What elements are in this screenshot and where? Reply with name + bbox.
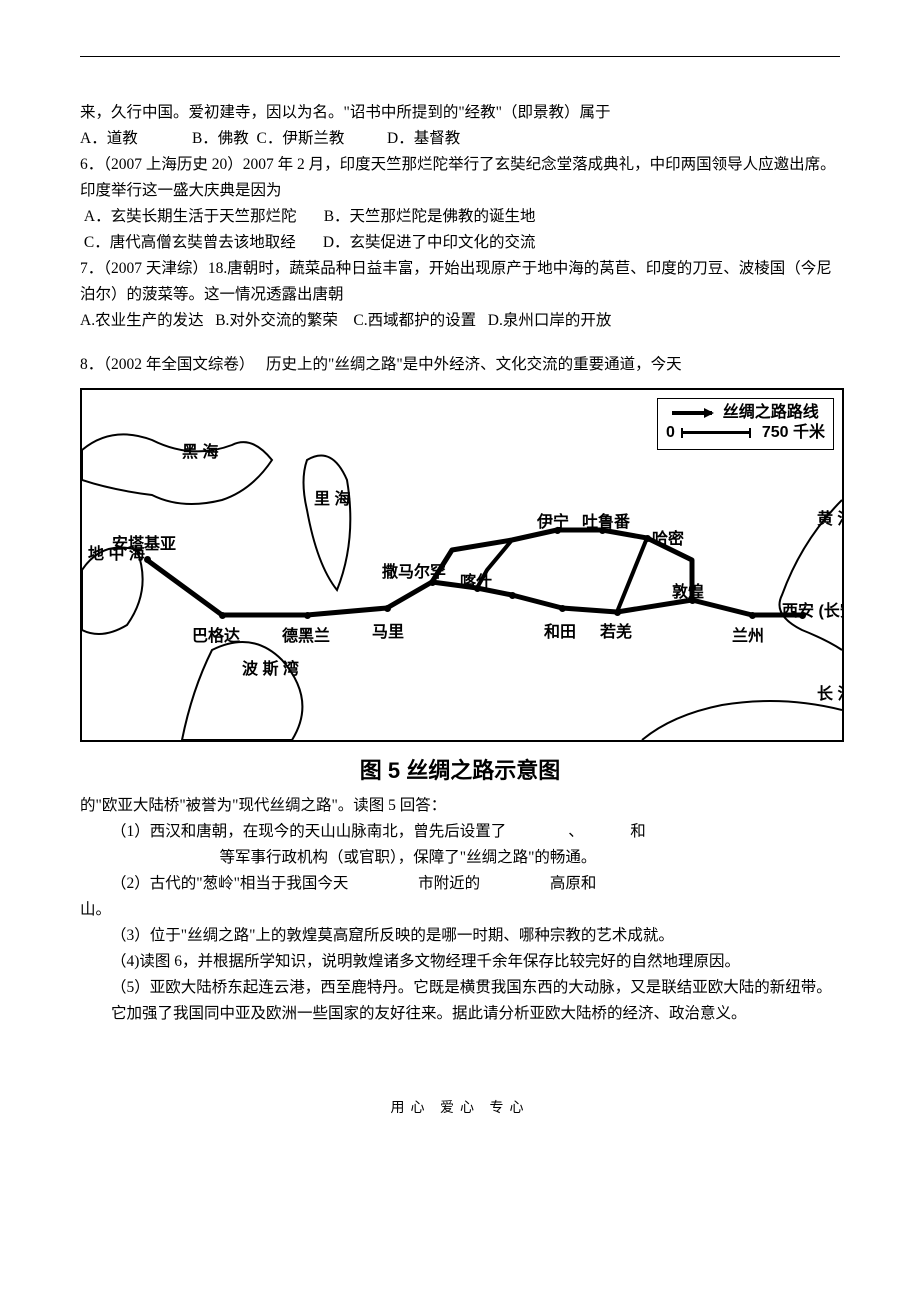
label-antakya: 安塔基亚 xyxy=(112,530,176,554)
q8-sub3: （3）位于"丝绸之路"上的敦煌莫高窟所反映的是哪一时期、哪种宗教的艺术成就。 xyxy=(80,923,840,949)
label-yangtze: 长 江 xyxy=(817,680,844,704)
scale-max: 750 千米 xyxy=(762,424,825,441)
city-dot xyxy=(614,609,621,616)
city-dot xyxy=(384,605,391,612)
map-legend: 丝绸之路路线 0 750 千米 xyxy=(657,398,834,450)
q7-options: A.农业生产的发达 B.对外交流的繁荣 C.西域都护的设置 D.泉州口岸的开放 xyxy=(80,308,840,334)
label-yining: 伊宁 xyxy=(537,508,569,532)
map-figure: 丝绸之路路线 0 750 千米 xyxy=(80,388,840,785)
label-persian-gulf: 波 斯 湾 xyxy=(242,655,299,679)
label-xian: 西安 (长安) xyxy=(782,597,844,621)
city-dot xyxy=(559,605,566,612)
label-mari: 马里 xyxy=(372,618,404,642)
route-arrow-icon xyxy=(672,411,712,415)
q8-sub2: （2）古代的"葱岭"相当于我国今天 市附近的 高原和 xyxy=(80,871,840,897)
label-turpan: 吐鲁番 xyxy=(582,508,630,532)
q6-stem: 6．（2007 上海历史 20）2007 年 2 月，印度天竺那烂陀举行了玄奘纪… xyxy=(80,152,840,204)
q7-stem: 7．（2007 天津综）18.唐朝时，蔬菜品种日益丰富，开始出现原产于地中海的莴… xyxy=(80,256,840,308)
city-dot xyxy=(304,612,311,619)
silk-road-map: 丝绸之路路线 0 750 千米 xyxy=(80,388,844,742)
label-samarkand: 撒马尔罕 xyxy=(382,558,446,582)
q6-opts-cd: C．唐代高僧玄奘曾去该地取经 D．玄奘促进了中印文化的交流 xyxy=(80,230,840,256)
q5-continuation: 来，久行中国。爱初建寺，因以为名。"诏书中所提到的"经教"（即景教）属于 xyxy=(80,100,840,126)
q8-sub1-a: （1）西汉和唐朝，在现今的天山山脉南北，曾先后设置了 、 和 xyxy=(80,819,840,845)
city-dot xyxy=(749,612,756,619)
label-black-sea: 黑 海 xyxy=(182,438,218,462)
map-caption: 图 5 丝绸之路示意图 xyxy=(80,753,840,785)
q8-sub5: （5）亚欧大陆桥东起连云港，西至鹿特丹。它既是横贯我国东西的大动脉，又是联结亚欧… xyxy=(80,975,840,1027)
scale-bar-icon xyxy=(681,431,751,434)
q8-continuation: 的"欧亚大陆桥"被誉为"现代丝绸之路"。读图 5 回答： xyxy=(80,793,840,819)
label-dunhuang: 敦煌 xyxy=(672,578,704,602)
legend-route-row: 丝绸之路路线 xyxy=(666,403,825,423)
q8-sub4: （4)读图 6，并根据所学知识，说明敦煌诸多文物经理千余年保存比较完好的自然地理… xyxy=(80,949,840,975)
scale-zero: 0 xyxy=(666,424,675,441)
q8-sub2-b: 山。 xyxy=(80,897,840,923)
q6-opts-ab: A．玄奘长期生活于天竺那烂陀 B．天竺那烂陀是佛教的诞生地 xyxy=(80,204,840,230)
city-dot xyxy=(219,612,226,619)
q5-options: A．道教 B．佛教 C．伊斯兰教 D．基督教 xyxy=(80,126,840,152)
top-rule xyxy=(80,56,840,57)
q8-sub1-b: 等军事行政机构（或官职），保障了"丝绸之路"的畅通。 xyxy=(80,845,840,871)
label-ruoqiang: 若羌 xyxy=(600,618,632,642)
page-footer: 用心 爱心 专心 xyxy=(80,1097,840,1117)
legend-scale-row: 0 750 千米 xyxy=(666,423,825,443)
city-dot xyxy=(644,535,651,542)
label-caspian: 里 海 xyxy=(314,485,350,509)
label-tehran: 德黑兰 xyxy=(282,622,330,646)
q8-stem: 8．（2002 年全国文综卷） 历史上的"丝绸之路"是中外经济、文化交流的重要通… xyxy=(80,352,840,378)
city-dot xyxy=(144,556,151,563)
gap xyxy=(80,334,840,352)
label-lanzhou: 兰州 xyxy=(732,622,764,646)
label-hetian: 和田 xyxy=(544,618,576,642)
label-kashi: 喀什 xyxy=(460,568,492,592)
city-dot xyxy=(509,592,516,599)
label-yellow-river: 黄 河 xyxy=(817,505,844,529)
page: 来，久行中国。爱初建寺，因以为名。"诏书中所提到的"经教"（即景教）属于 A．道… xyxy=(0,0,920,1157)
legend-title: 丝绸之路路线 xyxy=(723,404,819,421)
label-hami: 哈密 xyxy=(652,525,684,549)
label-baghdad: 巴格达 xyxy=(192,622,240,646)
